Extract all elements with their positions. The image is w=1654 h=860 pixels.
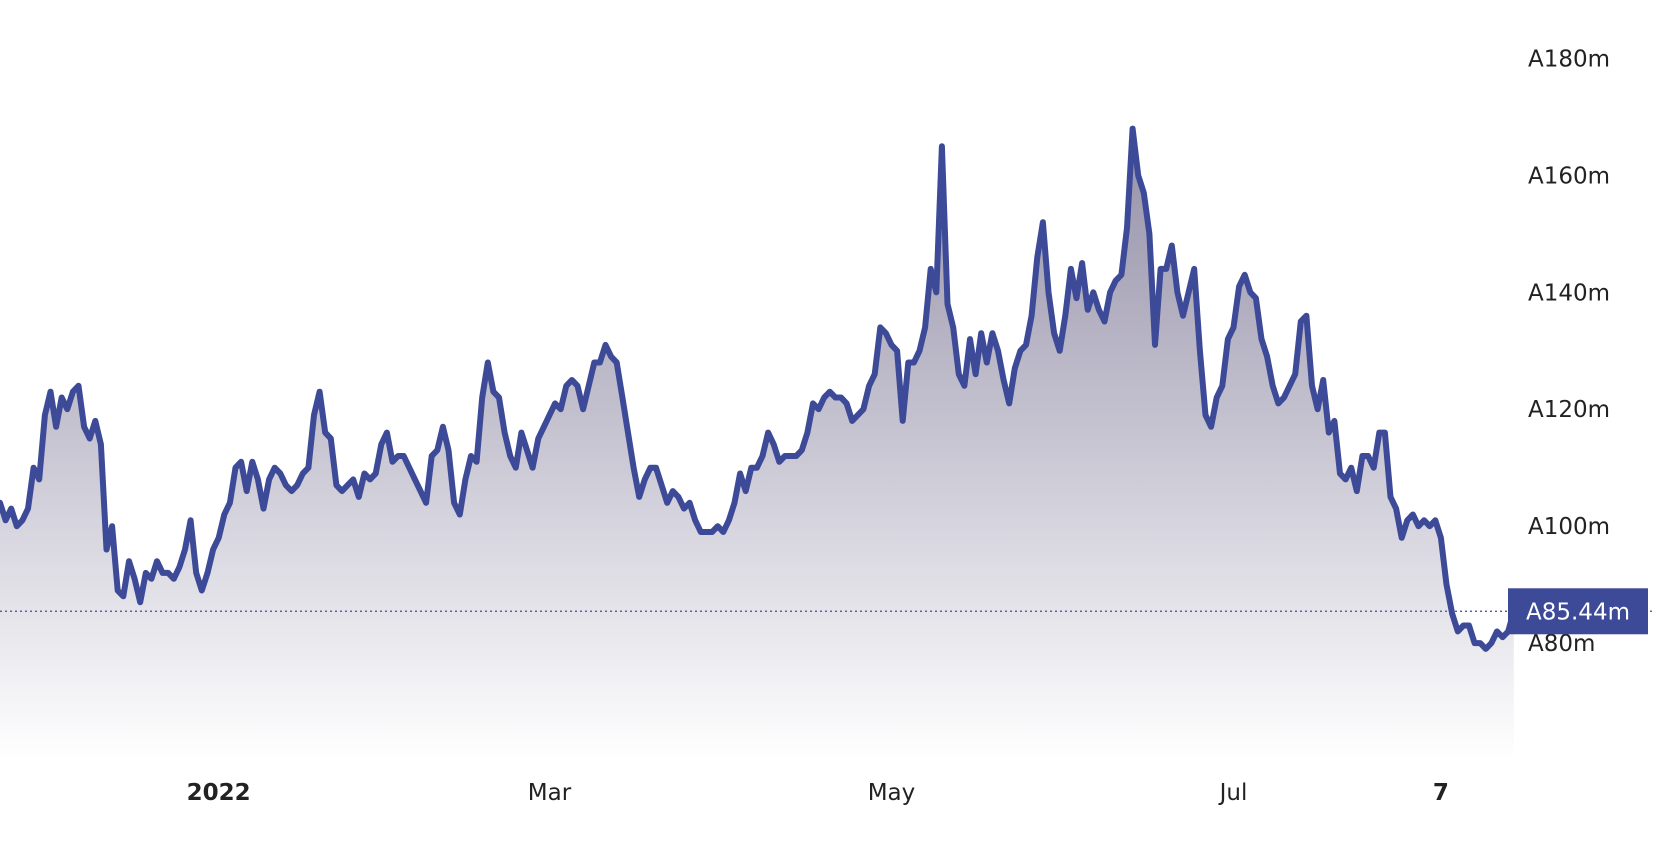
x-tick-label: May xyxy=(868,780,916,806)
x-tick-label: Jul xyxy=(1218,780,1248,806)
x-tick-label: Mar xyxy=(528,780,572,806)
x-tick-label: 7 xyxy=(1433,780,1449,806)
last-value-badge xyxy=(1508,588,1648,635)
y-tick-label: A100m xyxy=(1528,514,1610,540)
x-tick-label: 2022 xyxy=(187,780,251,806)
y-tick-label: A120m xyxy=(1528,397,1610,423)
y-tick-label: A180m xyxy=(1528,46,1610,72)
last-value-label: A85.44m xyxy=(1526,599,1630,625)
y-tick-label: A160m xyxy=(1528,163,1610,189)
y-tick-label: A140m xyxy=(1528,280,1610,306)
series-area xyxy=(0,128,1514,761)
y-tick-label: A80m xyxy=(1528,631,1595,657)
series-line xyxy=(0,125,1517,652)
